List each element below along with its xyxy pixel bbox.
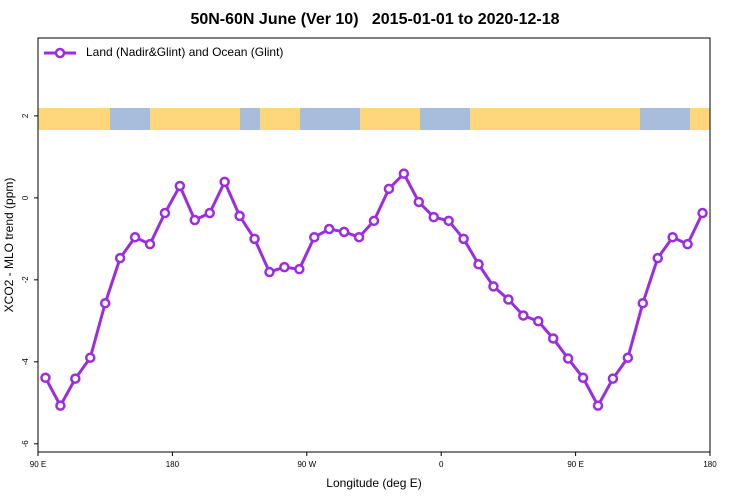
y-tick-label: -6 [21, 440, 30, 448]
point [488, 281, 499, 292]
point [592, 400, 604, 411]
point [667, 231, 678, 243]
point [85, 352, 96, 363]
point [607, 373, 619, 384]
point [473, 259, 484, 270]
point [383, 183, 395, 195]
x-tick-label: 90 E [30, 460, 46, 469]
point [637, 297, 649, 309]
x-tick-label: 90 E [567, 460, 583, 469]
point [562, 353, 574, 364]
point [114, 252, 126, 264]
y-tick-label: -2 [21, 276, 30, 284]
x-tick-label: 180 [703, 460, 717, 469]
point [428, 211, 439, 223]
point [368, 215, 380, 227]
point [174, 180, 186, 192]
point [533, 315, 544, 327]
point [547, 333, 559, 344]
plot-frame [37, 37, 711, 453]
point [697, 207, 708, 219]
point [503, 294, 514, 305]
point [204, 207, 215, 219]
point [622, 352, 634, 363]
point [309, 231, 320, 243]
point [219, 176, 230, 188]
point [413, 196, 425, 208]
point [443, 215, 454, 227]
point [338, 226, 350, 238]
series-line [44, 171, 704, 409]
point [353, 231, 365, 243]
point [294, 263, 305, 275]
y-axis-label: XCO2 - MLO trend (ppm) [2, 178, 16, 313]
x-tick-label: 0 [439, 460, 444, 469]
point [249, 233, 260, 245]
point [129, 231, 141, 243]
point [70, 373, 81, 384]
point [398, 168, 410, 179]
x-tick-label: 90 W [297, 460, 316, 469]
chart-title: 50N-60N June (Ver 10) 2015-01-01 to 2020… [190, 11, 559, 28]
point [518, 310, 529, 321]
point [323, 223, 335, 235]
point [577, 372, 589, 384]
y-tick-label: 2 [21, 113, 30, 118]
map-strip [38, 108, 710, 130]
y-tick-label: 0 [21, 195, 30, 200]
point [264, 266, 275, 278]
point [99, 297, 111, 309]
point [40, 372, 51, 384]
point [458, 233, 469, 245]
point [279, 261, 290, 273]
point [652, 252, 663, 264]
x-axis-label: Longitude (deg E) [326, 476, 421, 490]
point [682, 238, 693, 250]
point [234, 210, 245, 222]
x-tick-label: 180 [166, 460, 180, 469]
point [189, 214, 201, 226]
point [144, 238, 156, 250]
point [55, 400, 66, 411]
legend-marker [54, 47, 66, 59]
y-tick-label: -4 [21, 358, 30, 366]
point [159, 207, 171, 219]
legend-label: Land (Nadir&Glint) and Ocean (Glint) [86, 45, 283, 59]
